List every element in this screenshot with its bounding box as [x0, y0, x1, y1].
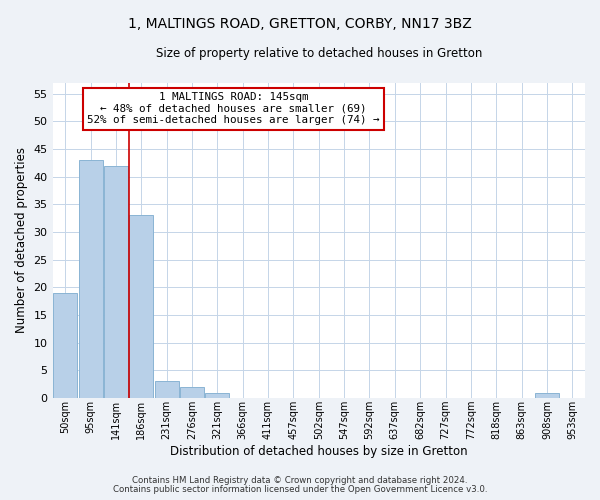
Text: 1 MALTINGS ROAD: 145sqm
← 48% of detached houses are smaller (69)
52% of semi-de: 1 MALTINGS ROAD: 145sqm ← 48% of detache… — [88, 92, 380, 125]
Bar — [155, 382, 179, 398]
Y-axis label: Number of detached properties: Number of detached properties — [15, 148, 28, 334]
Bar — [535, 392, 559, 398]
Text: 1, MALTINGS ROAD, GRETTON, CORBY, NN17 3BZ: 1, MALTINGS ROAD, GRETTON, CORBY, NN17 3… — [128, 18, 472, 32]
X-axis label: Distribution of detached houses by size in Gretton: Distribution of detached houses by size … — [170, 444, 467, 458]
Bar — [129, 216, 154, 398]
Bar — [53, 293, 77, 398]
Text: Contains HM Land Registry data © Crown copyright and database right 2024.: Contains HM Land Registry data © Crown c… — [132, 476, 468, 485]
Bar — [79, 160, 103, 398]
Bar — [104, 166, 128, 398]
Bar — [180, 387, 204, 398]
Text: Contains public sector information licensed under the Open Government Licence v3: Contains public sector information licen… — [113, 484, 487, 494]
Title: Size of property relative to detached houses in Gretton: Size of property relative to detached ho… — [155, 48, 482, 60]
Bar — [205, 392, 229, 398]
